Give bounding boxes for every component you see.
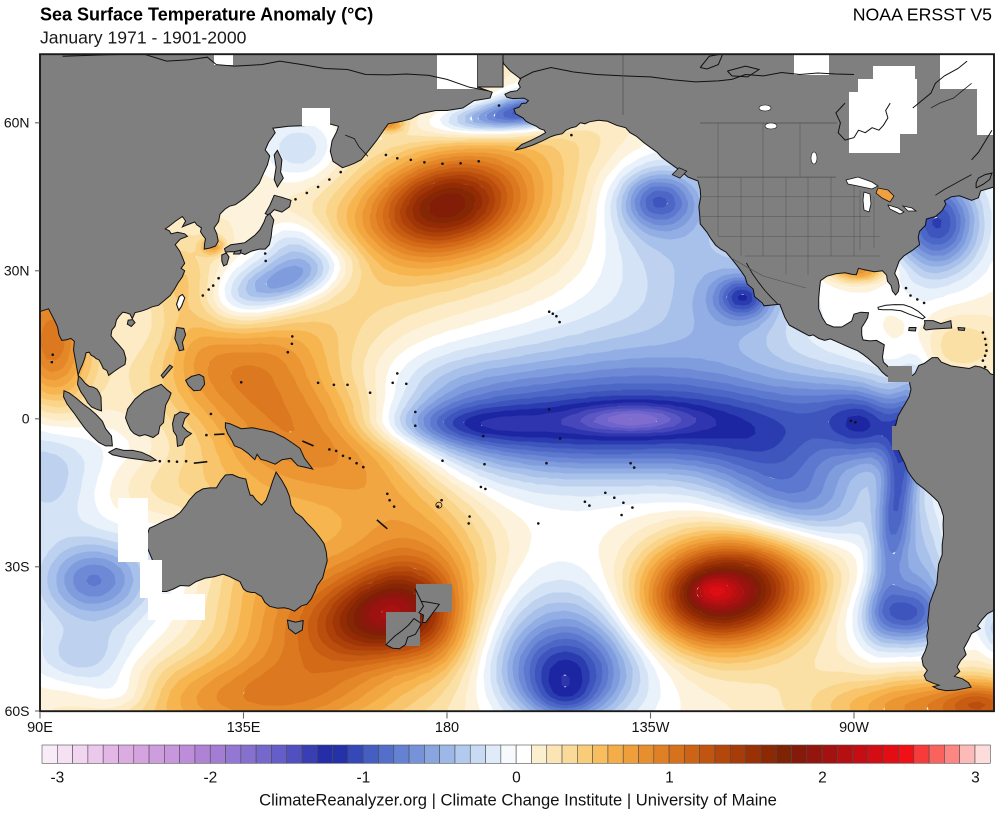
svg-text:60N: 60N [4, 115, 30, 131]
svg-text:0: 0 [22, 411, 30, 427]
svg-text:-1: -1 [357, 770, 371, 787]
svg-text:60S: 60S [5, 703, 30, 719]
svg-text:January 1971 - 1901-2000: January 1971 - 1901-2000 [40, 28, 247, 48]
svg-text:180: 180 [435, 720, 459, 736]
svg-text:Sea Surface Temperature Anomal: Sea Surface Temperature Anomaly (°C) [40, 5, 373, 25]
svg-text:NOAA ERSST V5: NOAA ERSST V5 [853, 5, 992, 25]
svg-text:-2: -2 [204, 770, 218, 787]
svg-text:2: 2 [818, 770, 827, 787]
svg-text:ClimateReanalyzer.org | Climat: ClimateReanalyzer.org | Climate Change I… [259, 791, 777, 810]
svg-text:3: 3 [971, 770, 980, 787]
svg-text:1: 1 [665, 770, 674, 787]
svg-text:30S: 30S [5, 559, 30, 575]
svg-text:-3: -3 [51, 770, 65, 787]
svg-text:90E: 90E [27, 720, 53, 736]
svg-text:135W: 135W [632, 720, 670, 736]
svg-text:90W: 90W [839, 720, 869, 736]
svg-text:0: 0 [512, 770, 521, 787]
svg-text:135E: 135E [227, 720, 261, 736]
svg-text:30N: 30N [4, 263, 30, 279]
